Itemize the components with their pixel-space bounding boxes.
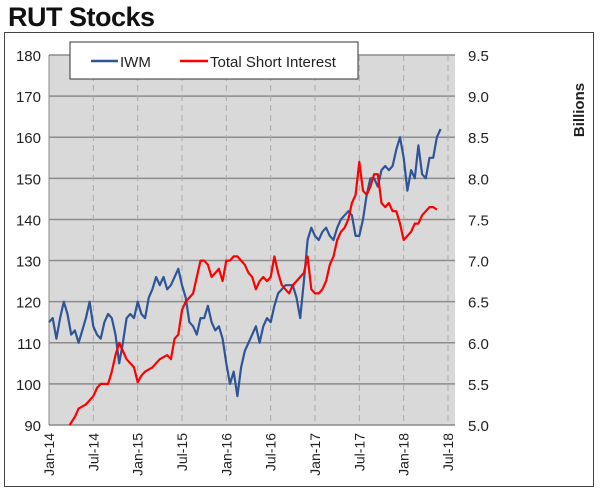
y-right-tick-label: 9.0 — [468, 89, 489, 106]
y-left-tick-label: 100 — [16, 377, 41, 394]
x-tick-label: Jul-16 — [263, 433, 279, 471]
series-line-total-short-interest — [68, 160, 438, 426]
y-right-tick-label: 6.5 — [468, 295, 489, 312]
x-tick-label: Jan-14 — [41, 433, 57, 476]
y-right-tick-label: 8.0 — [468, 171, 489, 188]
x-tick-label: Jul-14 — [85, 433, 101, 471]
y-left-tick-label: 90 — [24, 418, 41, 435]
y-left-tick-label: 120 — [16, 295, 41, 312]
y-right-tick-label: 5.5 — [468, 377, 489, 394]
x-tick-label: Jul-15 — [174, 433, 190, 471]
series-line-iwm — [48, 128, 442, 398]
chart-frame — [4, 32, 594, 487]
y-right-tick-label: 7.0 — [468, 254, 489, 271]
x-tick-label: Jan-17 — [307, 433, 323, 476]
y-right-tick-label: 5.0 — [468, 418, 489, 435]
x-tick-label: Jan-15 — [130, 433, 146, 476]
plot-area — [49, 55, 455, 425]
legend-label-iwm: IWM — [120, 54, 151, 71]
y-left-tick-label: 180 — [16, 48, 41, 65]
y-right-axis-label: Billions — [571, 83, 588, 137]
y-right-tick-label: 8.5 — [468, 130, 489, 147]
y-left-tick-label: 160 — [16, 130, 41, 147]
y-left-tick-label: 150 — [16, 171, 41, 188]
y-right-tick-label: 9.5 — [468, 48, 489, 65]
y-right-tick-label: 6.0 — [468, 336, 489, 353]
y-left-tick-label: 110 — [17, 336, 41, 353]
x-tick-label: Jul-18 — [440, 433, 456, 471]
x-tick-label: Jan-18 — [396, 433, 412, 476]
y-left-tick-label: 140 — [16, 212, 41, 229]
y-left-tick-label: 170 — [16, 89, 41, 106]
y-right-tick-label: 7.5 — [468, 212, 489, 229]
chart-title: RUT Stocks — [8, 2, 155, 32]
legend-label-short-interest: Total Short Interest — [210, 54, 337, 71]
x-tick-label: Jan-16 — [218, 433, 234, 476]
y-left-tick-label: 130 — [16, 254, 41, 271]
x-tick-label: Jul-17 — [351, 433, 367, 471]
